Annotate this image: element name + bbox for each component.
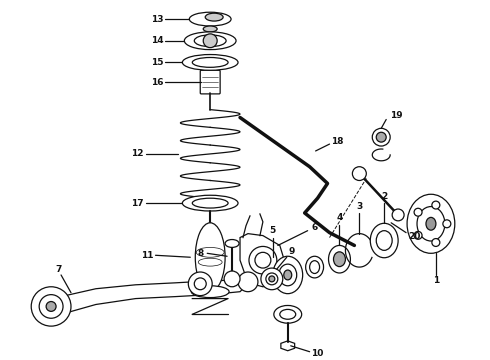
Text: 3: 3 (356, 202, 363, 211)
Ellipse shape (195, 35, 226, 47)
Circle shape (249, 247, 277, 274)
Ellipse shape (426, 217, 436, 230)
Circle shape (414, 231, 422, 239)
Circle shape (255, 252, 271, 268)
Circle shape (269, 276, 275, 282)
Ellipse shape (273, 256, 303, 294)
Ellipse shape (274, 306, 302, 323)
Circle shape (432, 201, 440, 209)
Circle shape (188, 272, 212, 296)
Circle shape (46, 302, 56, 311)
Polygon shape (36, 280, 250, 318)
Text: 6: 6 (312, 223, 318, 232)
Ellipse shape (192, 198, 228, 208)
Text: 17: 17 (131, 199, 144, 208)
Text: 13: 13 (151, 15, 164, 24)
Text: 4: 4 (336, 213, 343, 222)
Text: 1: 1 (433, 276, 439, 285)
Ellipse shape (192, 58, 228, 67)
Ellipse shape (225, 239, 239, 247)
Circle shape (31, 287, 71, 326)
Circle shape (372, 128, 390, 146)
Text: 11: 11 (141, 251, 154, 260)
Ellipse shape (182, 195, 238, 211)
Ellipse shape (196, 247, 224, 257)
Text: 16: 16 (151, 78, 164, 87)
Text: 8: 8 (197, 249, 203, 258)
Circle shape (266, 273, 278, 285)
Ellipse shape (376, 231, 392, 250)
Text: 7: 7 (56, 265, 62, 274)
Text: 10: 10 (312, 349, 324, 358)
Circle shape (238, 272, 258, 292)
Ellipse shape (280, 309, 295, 319)
Circle shape (414, 208, 422, 216)
Text: 2: 2 (381, 192, 387, 201)
Polygon shape (281, 341, 294, 351)
Text: 5: 5 (270, 226, 276, 235)
Ellipse shape (191, 286, 229, 298)
Circle shape (432, 239, 440, 247)
Ellipse shape (189, 12, 231, 26)
Circle shape (443, 220, 451, 228)
Ellipse shape (306, 256, 323, 278)
Circle shape (39, 294, 63, 318)
Ellipse shape (407, 194, 455, 253)
Ellipse shape (205, 13, 223, 21)
Circle shape (203, 34, 217, 48)
Ellipse shape (284, 270, 292, 280)
Text: 19: 19 (390, 111, 402, 120)
Ellipse shape (196, 223, 225, 292)
Ellipse shape (198, 258, 222, 266)
Circle shape (195, 278, 206, 290)
Text: 20: 20 (408, 232, 420, 241)
Ellipse shape (310, 261, 319, 274)
Text: 15: 15 (151, 58, 164, 67)
Ellipse shape (417, 207, 445, 241)
Circle shape (261, 268, 283, 290)
Polygon shape (240, 234, 286, 287)
Ellipse shape (279, 264, 297, 286)
Ellipse shape (334, 252, 345, 267)
Circle shape (392, 209, 404, 221)
Ellipse shape (328, 246, 350, 273)
Text: 12: 12 (131, 149, 144, 158)
Text: 9: 9 (289, 247, 295, 256)
Text: 14: 14 (151, 36, 164, 45)
Circle shape (376, 132, 386, 142)
Circle shape (352, 167, 367, 180)
Text: 18: 18 (331, 137, 343, 146)
FancyBboxPatch shape (200, 70, 220, 94)
Ellipse shape (203, 26, 217, 32)
Ellipse shape (182, 54, 238, 70)
Circle shape (224, 271, 240, 287)
Ellipse shape (370, 223, 398, 258)
Ellipse shape (184, 32, 236, 50)
